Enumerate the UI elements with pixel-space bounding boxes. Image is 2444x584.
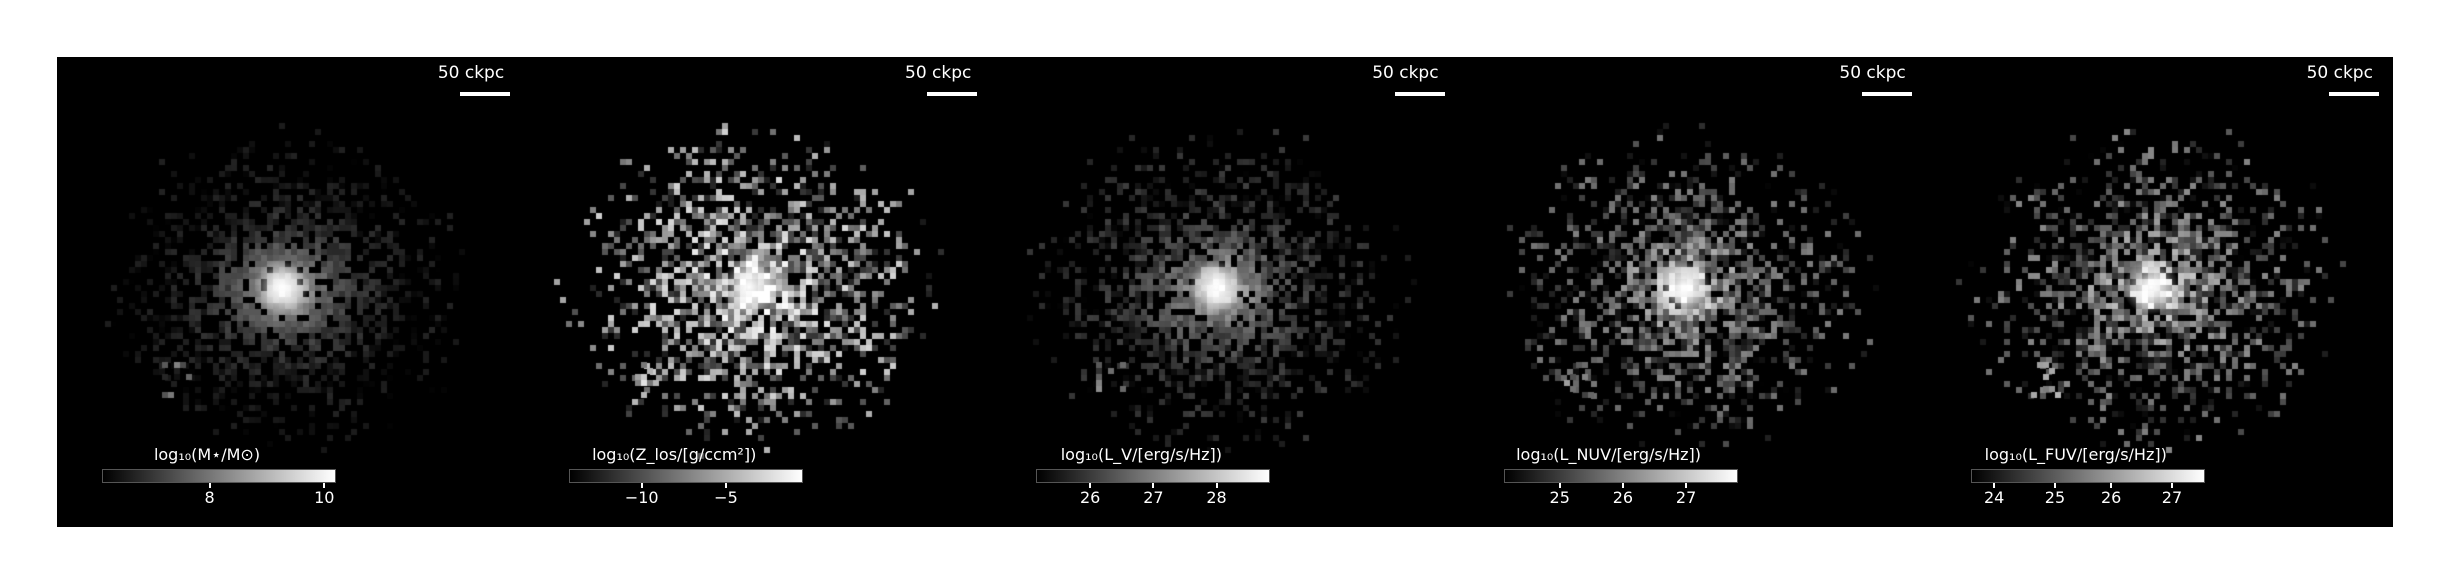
scalebar-label: 50 ckpc [2306, 63, 2373, 83]
galaxy-map-image [1925, 57, 2393, 527]
colorbar-tick [323, 483, 326, 488]
colorbar-tick-label: −5 [714, 488, 738, 507]
colorbar-tick-label: 25 [1549, 488, 1570, 507]
scalebar-label: 50 ckpc [437, 63, 505, 83]
colorbar-tick [640, 483, 643, 488]
colorbar-tick [1558, 483, 1561, 488]
scalebar-label: 50 ckpc [1372, 63, 1439, 83]
colorbar-tick [1215, 483, 1218, 488]
colorbar-tick-label: 24 [1983, 488, 2005, 507]
colorbar-tick-label: 26 [2100, 488, 2122, 507]
colorbar-tick-label: 26 [1612, 488, 1634, 507]
panel-mass: 50 ckpc log₁₀(M⋆/M⊙) 8 10 [57, 57, 525, 527]
scalebar-line [460, 92, 511, 96]
colorbar-tick [1685, 483, 1688, 488]
scalebar-line [927, 92, 978, 96]
colorbar-tick [2170, 483, 2173, 488]
colorbar-tick-label: 26 [1080, 488, 1101, 507]
colorbar-tick [2053, 483, 2056, 488]
colorbar-tick-label: 25 [2044, 488, 2066, 507]
galaxy-map-image [1458, 57, 1926, 527]
colorbar [1970, 469, 2205, 483]
scalebar-line [1394, 92, 1445, 96]
colorbar [569, 469, 804, 483]
colorbar-tick-label: 27 [1143, 488, 1164, 507]
colorbar-tick [1152, 483, 1155, 488]
galaxy-map-image [524, 57, 992, 527]
galaxy-map-image [991, 57, 1459, 527]
colorbar [1503, 469, 1738, 483]
colorbar-tick [724, 483, 727, 488]
colorbar-tick-label: −10 [624, 488, 659, 507]
galaxy-map-image [57, 57, 524, 527]
galaxy-figure: 50 ckpc log₁₀(M⋆/M⊙) 8 10 50 ckpc log₁₀(Z_los… [57, 57, 2393, 527]
colorbar-title: log₁₀(Z_los/[g/ccm²]) [592, 445, 757, 464]
scalebar-label: 50 ckpc [1839, 63, 1906, 83]
panel-lfuv: 50 ckpc log₁₀(L_FUV/[erg/s/Hz]) 24 25 26 27 [1925, 57, 2393, 527]
colorbar-title: log₁₀(L_NUV/[erg/s/Hz]) [1516, 445, 1702, 464]
colorbar-tick-label: 27 [1675, 488, 1697, 507]
colorbar-tick-label: 10 [314, 488, 335, 507]
colorbar-tick [2110, 483, 2113, 488]
panel-lnuv: 50 ckpc log₁₀(L_NUV/[erg/s/Hz]) 25 26 27 [1458, 57, 1926, 527]
colorbar-tick-label: 8 [204, 488, 215, 507]
colorbar-tick [1621, 483, 1624, 488]
colorbar-title: log₁₀(M⋆/M⊙) [153, 445, 261, 464]
colorbar-tick [208, 483, 211, 488]
scalebar-line [2328, 92, 2379, 96]
colorbar-title: log₁₀(L_FUV/[erg/s/Hz]) [1984, 445, 2167, 464]
colorbar-tick [1993, 483, 1996, 488]
colorbar-tick-label: 27 [2161, 488, 2183, 507]
panel-metallicity: 50 ckpc log₁₀(Z_los/[g/ccm²]) −10 −5 [524, 57, 992, 527]
scalebar-label: 50 ckpc [905, 63, 972, 83]
colorbar [102, 469, 336, 483]
colorbar [1036, 469, 1271, 483]
panel-lv: 50 ckpc log₁₀(L_V/[erg/s/Hz]) 26 27 28 [991, 57, 1459, 527]
colorbar-tick [1089, 483, 1092, 488]
colorbar-title: log₁₀(L_V/[erg/s/Hz]) [1060, 445, 1223, 464]
scalebar-line [1861, 92, 1912, 96]
colorbar-tick-label: 28 [1206, 488, 1227, 507]
